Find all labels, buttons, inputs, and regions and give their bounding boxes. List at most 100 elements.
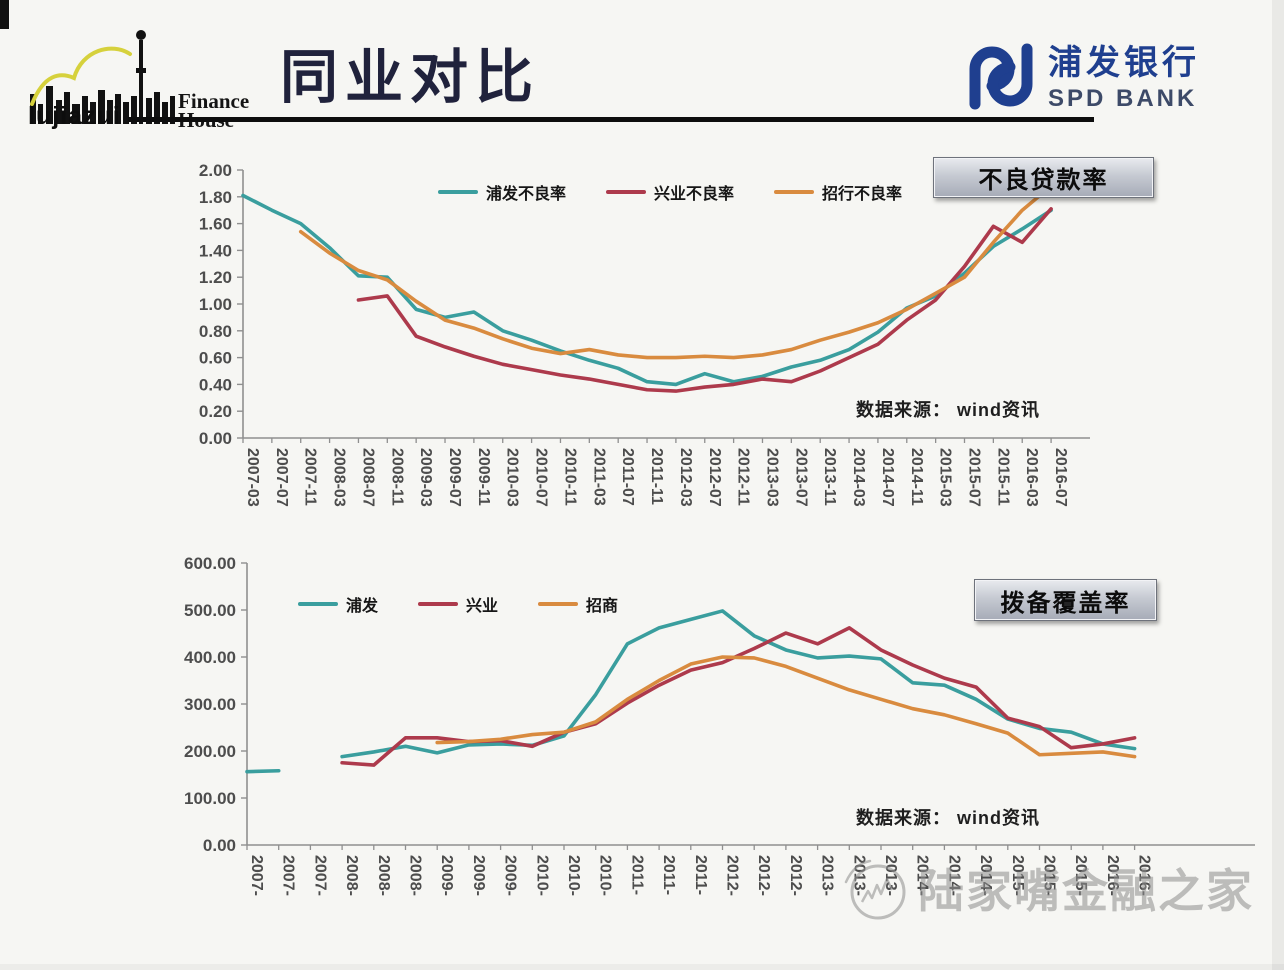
legend-swatch-icon <box>438 190 478 194</box>
x-tick-label: 2008- <box>343 855 360 896</box>
coverage-chart-title-box: 拨备覆盖率 <box>974 579 1157 621</box>
x-tick-label: 2007- <box>248 855 265 896</box>
x-tick-label: 2008- <box>407 855 424 896</box>
npl-ratio-chart: 0.00 0.20 0.40 0.60 0.80 1.00 1.20 1.40 1.60 1.80… <box>199 161 1090 507</box>
y-tick-label: 0.80 <box>199 322 232 341</box>
x-tick-label: 2016- <box>1136 855 1153 896</box>
x-tick-label: 2013- <box>850 855 867 896</box>
series-line-浦发 <box>245 768 281 774</box>
y-tick-label: 200.00 <box>184 742 236 761</box>
y-tick-label: 1.60 <box>199 215 232 234</box>
y-tick-label: 1.80 <box>199 188 232 207</box>
x-tick-label: 2009- <box>470 855 487 896</box>
x-tick-label: 2011-03 <box>590 448 607 506</box>
x-tick-label: 2009-11 <box>475 448 492 506</box>
spd-bank-mark-icon: 浦发银行 SPD BANK <box>969 43 1200 112</box>
x-tick-label: 2008- <box>375 855 392 896</box>
y-tick-label: 0.00 <box>203 836 236 855</box>
x-tick-label: 2012-03 <box>677 448 694 507</box>
x-tick-label: 2010-03 <box>504 448 521 507</box>
legend-item: 兴业 <box>418 592 498 616</box>
x-tick-label: 2007- <box>280 855 297 896</box>
x-tick-label: 2013- <box>882 855 899 896</box>
x-tick-label: 2010- <box>565 855 582 896</box>
legend-label: 兴业不良率 <box>654 186 735 203</box>
legend-swatch-icon <box>538 602 579 606</box>
x-tick-label: 2008-03 <box>331 448 348 507</box>
right-edge-shade <box>1272 0 1284 970</box>
coverage-source-note: 数据来源： wind资讯 <box>856 808 1040 828</box>
legend-item: 浦发 <box>298 592 378 616</box>
x-tick-label: 2015- <box>1009 855 1026 896</box>
y-tick-label: 2.00 <box>199 161 232 180</box>
x-tick-label: 2010-07 <box>533 448 550 507</box>
y-tick-label: 0.60 <box>199 349 232 368</box>
legend-label: 浦发不良率 <box>486 186 567 203</box>
legend-item: 招商 <box>538 592 618 616</box>
legend-swatch-icon <box>774 190 815 194</box>
x-tick-label: 2012- <box>724 855 741 896</box>
x-tick-label: 2014-07 <box>879 448 896 507</box>
y-tick-label: 600.00 <box>184 554 236 573</box>
legend-item: 兴业不良率 <box>606 180 734 204</box>
x-tick-label: 2007-03 <box>244 448 261 507</box>
x-tick-label: 2014- <box>914 855 931 896</box>
x-tick-label: 2010- <box>533 855 550 896</box>
x-tick-label: 2009- <box>438 855 455 896</box>
spd-bank-logo: 浦发银行 SPD BANK <box>960 36 1220 123</box>
logo-finance-text: Finance <box>178 89 249 113</box>
legend-label: 浦发 <box>346 598 379 615</box>
y-tick-label: 400.00 <box>184 648 236 667</box>
x-tick-label: 2012-07 <box>706 448 723 507</box>
series-line-兴业 <box>340 626 1137 767</box>
y-tick-label: 300.00 <box>184 695 236 714</box>
x-tick-label: 2007-11 <box>302 448 319 506</box>
legend-item: 招行不良率 <box>774 180 902 204</box>
spd-bank-cn-text: 浦发银行 <box>1048 44 1200 82</box>
legend-label: 兴业 <box>466 598 499 615</box>
x-tick-label: 2011- <box>628 855 645 895</box>
series-line-招行不良率 <box>298 184 1053 360</box>
x-tick-label: 2014-11 <box>908 448 925 506</box>
npl-source-note: 数据来源： wind资讯 <box>856 400 1040 420</box>
y-tick-label: 1.20 <box>199 268 232 287</box>
x-tick-label: 2014- <box>945 855 962 896</box>
series-line-浦发 <box>340 609 1137 759</box>
logo-word: lujiazui <box>28 102 121 130</box>
x-tick-label: 2008-07 <box>359 448 376 507</box>
coverage-chart-legend: 浦发 兴业 招商 <box>298 592 618 616</box>
bottom-edge-shade <box>0 964 1284 970</box>
x-tick-label: 2013-03 <box>763 448 780 507</box>
x-tick-label: 2016-07 <box>1052 448 1069 507</box>
x-tick-label: 2014-03 <box>850 448 867 507</box>
y-tick-label: 1.40 <box>199 241 232 260</box>
x-tick-label: 2012- <box>755 855 772 896</box>
x-tick-label: 2007- <box>311 855 328 896</box>
page-title: 同业对比 <box>280 45 541 110</box>
header-divider <box>128 117 1094 122</box>
y-tick-label: 100.00 <box>184 789 236 808</box>
x-tick-label: 2011- <box>692 855 709 895</box>
series-line-兴业不良率 <box>356 207 1053 393</box>
x-tick-label: 2010- <box>597 855 614 896</box>
legend-label: 招行不良率 <box>822 186 903 203</box>
x-tick-label: 2015- <box>1072 855 1089 896</box>
x-tick-label: 2011-07 <box>619 448 636 506</box>
y-tick-label: 0.00 <box>199 429 232 448</box>
spd-bank-en-text: SPD BANK <box>1048 85 1197 112</box>
x-tick-label: 2009- <box>502 855 519 896</box>
y-tick-label: 1.00 <box>199 295 232 314</box>
legend-label: 招商 <box>586 598 619 615</box>
y-tick-label: 0.40 <box>199 375 232 394</box>
x-tick-label: 2009-07 <box>446 448 463 507</box>
npl-chart-legend: 浦发不良率 兴业不良率 招行不良率 <box>438 180 902 204</box>
x-tick-label: 2012-11 <box>735 448 752 506</box>
x-tick-label: 2015-07 <box>966 448 983 507</box>
x-tick-label: 2015-03 <box>937 448 954 507</box>
screen-corner-mark <box>0 0 9 29</box>
legend-item: 浦发不良率 <box>438 180 566 204</box>
x-tick-label: 2008-11 <box>388 448 405 506</box>
x-tick-label: 2011-11 <box>648 448 665 505</box>
y-tick-label: 0.20 <box>199 402 232 421</box>
x-tick-label: 2016- <box>1104 855 1121 896</box>
